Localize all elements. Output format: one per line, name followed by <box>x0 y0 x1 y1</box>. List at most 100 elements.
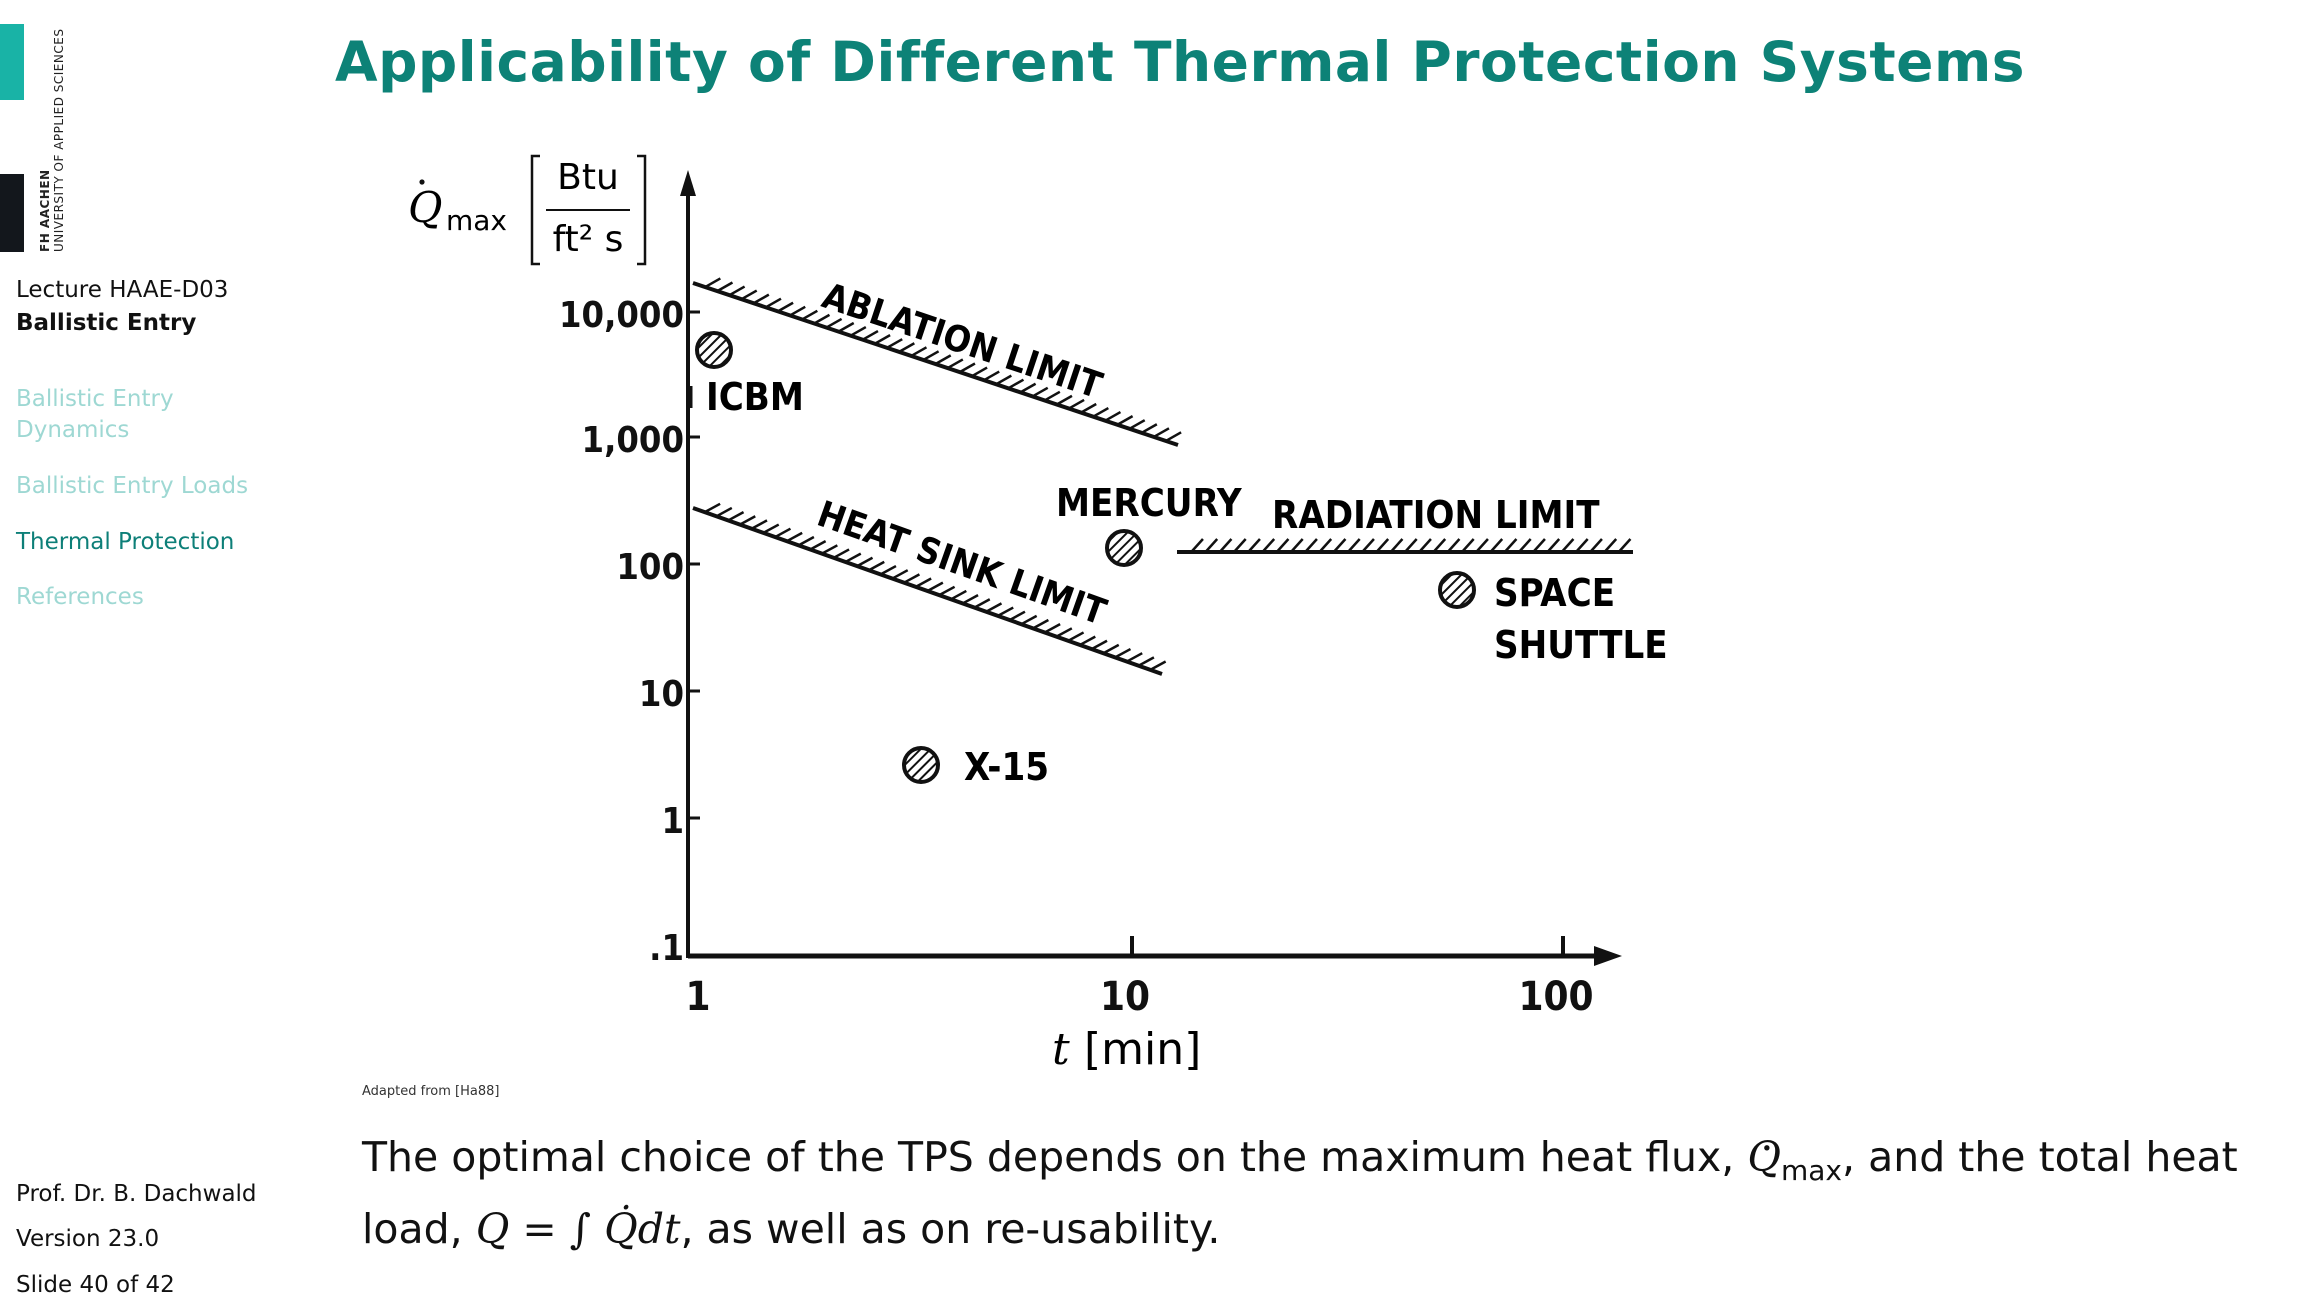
hatch-mark <box>1114 647 1132 659</box>
hatch-mark <box>1446 538 1461 553</box>
hatch-mark <box>1404 538 1418 553</box>
hatch-mark <box>1418 538 1432 553</box>
hatch-mark <box>1389 538 1404 553</box>
hatch-mark <box>837 321 855 333</box>
hatch-mark <box>821 544 838 555</box>
radiation-limit: RADIATION LIMIT <box>1177 493 1633 554</box>
hatch-mark <box>868 560 885 572</box>
hatch-mark <box>1475 538 1489 553</box>
hatch-mark <box>786 531 803 543</box>
hatch-mark <box>1102 643 1120 655</box>
x-axis-symbol: t <box>1052 1024 1070 1075</box>
hatch-mark <box>962 594 979 605</box>
hatch-mark <box>947 358 964 370</box>
hatch-mark <box>1165 431 1182 443</box>
hatch-mark <box>801 309 818 321</box>
hatch-mark <box>1218 538 1233 553</box>
hatch-mark <box>1332 538 1347 553</box>
hatch-mark <box>1233 538 1247 553</box>
hatch-mark <box>1575 538 1589 553</box>
hatch-mark <box>809 540 827 551</box>
hatch-mark <box>1589 538 1603 553</box>
y-axis-subscript: max <box>446 204 507 237</box>
hatch-mark <box>1020 614 1038 626</box>
hatch-mark <box>1304 538 1318 553</box>
nav-ballistic-entry-loads[interactable]: Ballistic Entry Loads <box>16 473 249 499</box>
hatch-mark <box>886 338 903 349</box>
hatch-mark <box>1032 618 1049 630</box>
hatch-mark <box>844 552 862 564</box>
hatch-mark <box>1204 538 1219 553</box>
y-tick-10000: 10,000 <box>559 295 684 336</box>
hatch-mark <box>1532 538 1546 553</box>
hatch-mark <box>1141 423 1158 434</box>
hatch-mark <box>728 285 746 297</box>
hatch-mark <box>995 374 1012 386</box>
x-axis-arrow <box>1594 946 1622 966</box>
hatch-mark <box>774 527 792 539</box>
bracket-right <box>637 154 647 266</box>
hatch-mark <box>1126 652 1143 663</box>
hatch-mark <box>1068 398 1085 410</box>
hatch-mark <box>1092 406 1109 418</box>
x15-label: X-15 <box>964 745 1049 789</box>
body-text: The optimal choice of the TPS depends on… <box>362 1124 2252 1258</box>
figure-caption: Adapted from [Ha88] <box>362 1084 500 1099</box>
hatch-mark <box>915 577 932 588</box>
author: Prof. Dr. B. Dachwald <box>16 1181 257 1207</box>
hatch-mark <box>704 502 721 514</box>
nav-ballistic-entry-dynamics[interactable]: Ballistic Entry Dynamics <box>16 386 174 443</box>
point-icbm: ICBM <box>689 331 804 419</box>
hatch-mark <box>1190 538 1204 553</box>
y-tick-100: 100 <box>616 547 684 588</box>
hatch-mark <box>1503 538 1518 553</box>
body-text-part-1: The optimal choice of the TPS depends on… <box>362 1133 1748 1181</box>
university-logo-text: FH AACHEN UNIVERSITY OF APPLIED SCIENCES <box>38 28 66 252</box>
hatch-mark <box>1617 538 1632 553</box>
hatch-mark <box>1290 538 1304 553</box>
hatch-mark <box>1079 635 1096 647</box>
hatch-mark <box>753 293 770 305</box>
icbm-label: ICBM <box>706 375 804 419</box>
x-axis-label: t [min] <box>1052 1024 1201 1075</box>
lecture-title: Ballistic Entry <box>16 310 197 336</box>
hatch-mark <box>1104 410 1122 422</box>
radiation-limit-hatching <box>1190 538 1632 553</box>
hatch-mark <box>1091 639 1108 651</box>
hatch-mark <box>739 515 756 526</box>
body-text-part-3: , as well as on re-usability. <box>680 1205 1221 1254</box>
hatch-mark <box>1546 538 1561 553</box>
hatch-mark <box>825 317 843 329</box>
hatch-mark <box>934 354 952 366</box>
qmax-symbol: Q · <box>1747 1124 1781 1181</box>
x15-marker <box>902 746 940 784</box>
dot-accent <box>419 179 425 185</box>
hatch-mark <box>973 598 991 609</box>
hatch-mark <box>833 548 850 559</box>
hatch-mark <box>777 301 794 313</box>
hatch-mark <box>874 334 891 345</box>
hatch-mark <box>1247 538 1261 553</box>
nav-references[interactable]: References <box>16 584 144 610</box>
y-unit-denominator: ft² s <box>553 219 624 260</box>
point-mercury: MERCURY <box>1056 481 1243 567</box>
hatch-mark <box>1128 419 1146 430</box>
hatch-mark <box>1489 538 1504 553</box>
hatch-mark <box>880 564 897 576</box>
hatch-mark <box>765 297 782 309</box>
radiation-limit-label: RADIATION LIMIT <box>1272 493 1600 537</box>
hatch-mark <box>1056 394 1073 406</box>
space-shuttle-label-1: SPACE <box>1494 571 1615 615</box>
y-axis-arrow <box>680 170 696 196</box>
point-x15: X-15 <box>902 745 1049 789</box>
y-tick-1000: 1,000 <box>582 420 684 461</box>
hatch-mark <box>985 602 1003 613</box>
nav-thermal-protection[interactable]: Thermal Protection <box>16 529 235 555</box>
point-space-shuttle: SPACE SHUTTLE <box>1438 571 1668 667</box>
hatch-mark <box>716 281 734 293</box>
hatch-mark <box>850 325 867 337</box>
hatch-mark <box>1318 538 1333 553</box>
hatch-mark <box>971 366 988 378</box>
slide-title: Applicability of Different Thermal Prote… <box>335 30 2026 94</box>
space-shuttle-marker <box>1438 571 1476 609</box>
